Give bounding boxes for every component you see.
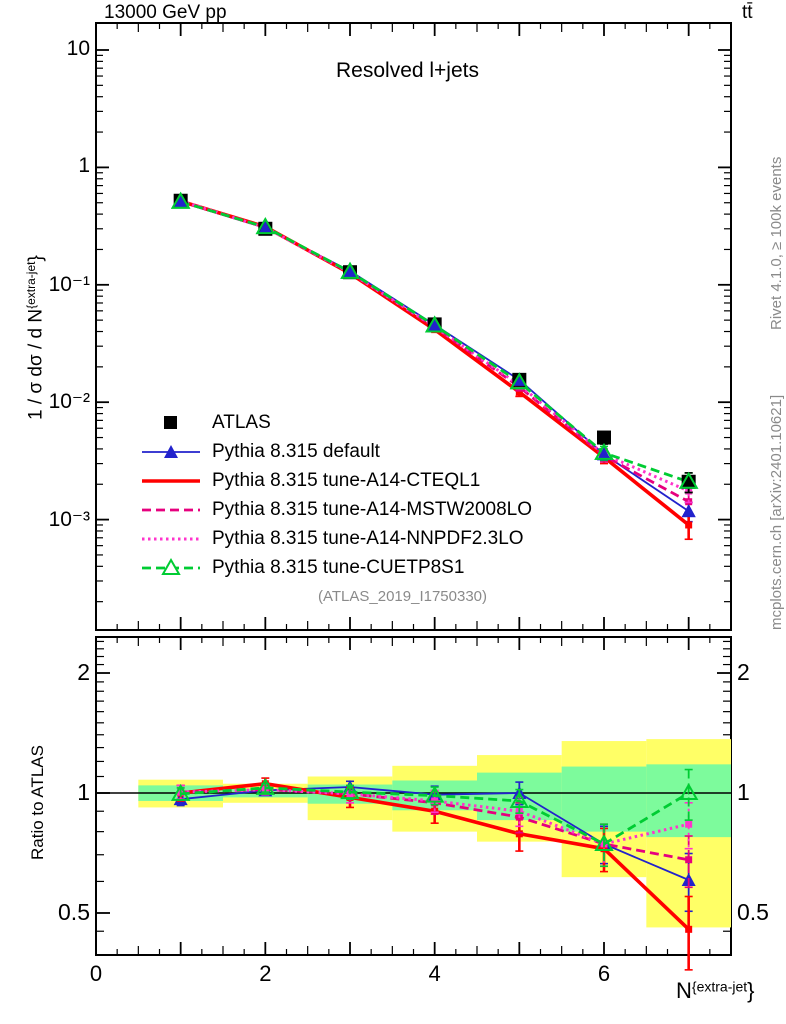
ratio-ytick-label: 2: [77, 659, 90, 685]
ratio-series-4-marker: [340, 782, 360, 800]
main-series-5-marker-top: [509, 372, 530, 390]
legend-item: Pythia 8.315 tune-A14-MSTW2008LO: [140, 495, 532, 524]
main-ytick-label: 1: [78, 154, 90, 178]
main-ytick-label: 10: [66, 37, 90, 60]
legend-label: Pythia 8.315 tune-A14-CTEQL1: [212, 469, 481, 491]
legend-label: ATLAS: [212, 411, 271, 433]
ratio-series-4-marker: [170, 783, 191, 801]
ratio-plot-group: [95, 636, 732, 971]
main-ytick-label: 10⁻¹: [48, 272, 90, 296]
ratio-series-3-marker: [685, 820, 693, 828]
main-plot-group: [95, 22, 732, 631]
main-series-2-marker: [685, 521, 693, 529]
analysis-id: (ATLAS_2019_I1750330): [318, 588, 488, 605]
xtick-label: 0: [89, 961, 103, 986]
legend-item: Pythia 8.315 tune-CUETP8S1: [140, 553, 532, 582]
legend-key: [140, 498, 202, 522]
legend-key: [140, 527, 202, 551]
main-series-5-marker-top: [170, 191, 191, 209]
ratio-band-green: [561, 766, 647, 832]
xtick-label: 4: [428, 961, 441, 986]
ratio-ytick-label-right: 1: [737, 779, 750, 805]
ratio-series-4-marker: [509, 790, 530, 808]
legend: ATLAS Pythia 8.315 default Pythia 8.315 tu…: [140, 408, 532, 582]
main-ytick-label: 10⁻³: [48, 507, 90, 531]
legend-item: ATLAS: [140, 408, 532, 437]
xaxis-label-sup: {extra-jet: [691, 978, 748, 995]
legend-item: Pythia 8.315 default: [140, 437, 532, 466]
legend-label: Pythia 8.315 tune-A14-NNPDF2.3LO: [212, 527, 524, 549]
main-series-1-marker-top: [427, 317, 442, 331]
ratio-series-1-marker: [515, 830, 523, 838]
main-series-atlas-marker: [597, 430, 611, 445]
main-series-1-marker-top: [512, 372, 527, 386]
ratio-ytick-label: 0.5: [58, 898, 90, 925]
legend-key: [140, 469, 202, 493]
xtick-label: 2: [259, 961, 272, 986]
process-label: tt̄: [742, 2, 753, 23]
main-series-1-marker-top: [258, 220, 273, 234]
main-series-5-marker-top: [424, 315, 445, 333]
ratio-ytick-label-right: 2: [737, 659, 750, 685]
legend-key: [140, 411, 202, 435]
main-series-1-marker-top: [597, 447, 611, 461]
xtick-label: 6: [597, 961, 611, 986]
ratio-series-1-marker: [685, 925, 693, 933]
main-series-2-marker: [515, 388, 523, 396]
legend-marker-triangle-open: [161, 557, 181, 575]
legend-item: Pythia 8.315 tune-A14-NNPDF2.3LO: [140, 524, 532, 553]
ratio-series-4-marker: [594, 833, 614, 851]
beam-energy-label: 13000 GeV pp: [104, 2, 227, 23]
main-series-1-marker-top: [173, 195, 188, 209]
legend-label: Pythia 8.315 tune-CUETP8S1: [212, 556, 465, 578]
main-ytick-label: 10⁻²: [48, 390, 90, 414]
legend-label: Pythia 8.315 default: [212, 440, 380, 462]
legend-item: Pythia 8.315 tune-A14-CTEQL1: [140, 466, 532, 495]
plot-title: Resolved l+jets: [336, 59, 479, 82]
legend-marker-triangle: [164, 444, 178, 458]
legend-key: [140, 440, 202, 464]
ratio-series-4-marker: [678, 782, 699, 800]
ratio-ytick-label-right: 0.5: [737, 898, 769, 925]
main-series-5-marker-top: [255, 217, 276, 235]
ratio-ytick-label: 1: [77, 779, 90, 805]
xaxis-label-base: N: [676, 978, 692, 1003]
ratio-series-4-marker: [424, 785, 445, 803]
legend-key: [140, 556, 202, 580]
ratio-series-2-marker: [685, 856, 693, 864]
xaxis-label: N{extra-jet}: [676, 978, 755, 1004]
legend-label: Pythia 8.315 tune-A14-MSTW2008LO: [212, 498, 533, 520]
xaxis-label-close: }: [747, 978, 755, 1003]
main-series-1-marker-top: [343, 264, 357, 278]
main-series-5-marker-top: [594, 442, 614, 460]
ratio-series-4-marker: [255, 777, 276, 795]
legend-marker-square: [164, 415, 177, 429]
main-series-5-marker-top: [340, 261, 360, 279]
main-series-1-marker-top: [681, 504, 696, 518]
main-series-5-marker-top: [678, 471, 699, 489]
